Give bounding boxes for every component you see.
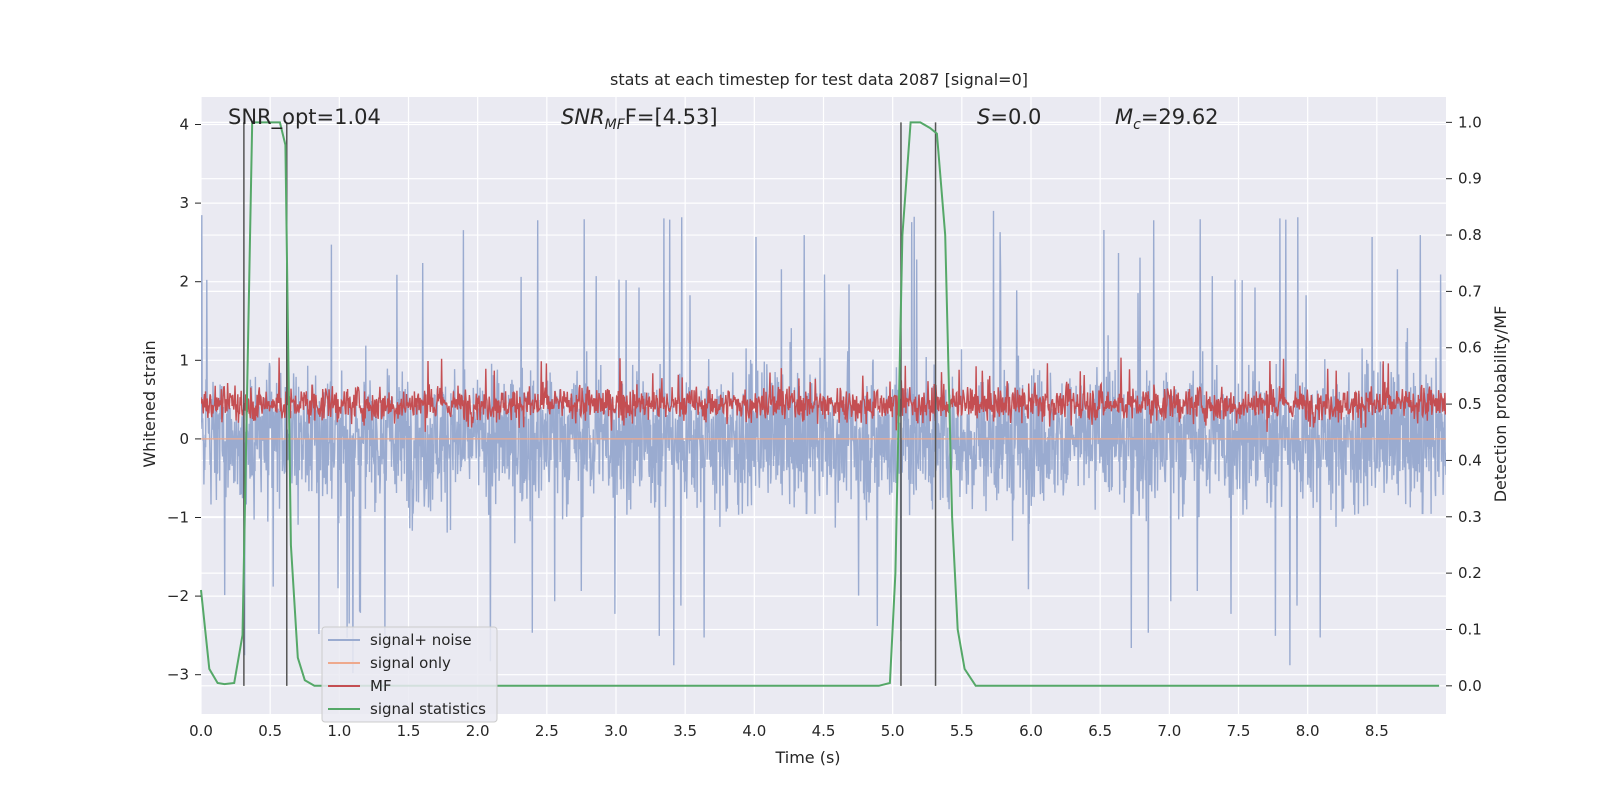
legend-label-mf: MF — [370, 677, 392, 695]
y-tick-label-right: 0.8 — [1458, 226, 1482, 244]
x-tick-label: 5.5 — [950, 722, 974, 740]
y-tick-label-right: 0.2 — [1458, 564, 1482, 582]
chart-title: stats at each timestep for test data 208… — [610, 70, 1028, 89]
x-tick-label: 0.0 — [189, 722, 213, 740]
y-tick-label-right: 0.0 — [1458, 677, 1482, 695]
x-tick-label: 1.5 — [397, 722, 421, 740]
x-tick-label: 4.0 — [742, 722, 766, 740]
y-tick-label-right: 0.6 — [1458, 339, 1482, 357]
legend-label-stats: signal statistics — [370, 700, 486, 718]
y-tick-label-right: 0.3 — [1458, 508, 1482, 526]
stats-line — [200, 121, 1440, 687]
x-tick-label: 7.0 — [1157, 722, 1181, 740]
y-tick-label-left: 0 — [179, 430, 189, 448]
snr-mf-sub: MF — [605, 117, 626, 133]
legend-box — [321, 626, 498, 723]
s-annotation: S=0.0 — [977, 105, 1041, 129]
x-axis-label: Time (s) — [774, 748, 840, 767]
snr-mf-annotation: SNRMFF=[4.53] — [561, 105, 718, 133]
mc-sub: c — [1133, 117, 1141, 133]
snr-mf-value: F=[4.53] — [625, 105, 718, 129]
marker-lines — [243, 122, 937, 686]
y-tick-label-left: −2 — [167, 587, 189, 605]
mc-base: M — [1115, 105, 1133, 129]
x-tick-label: 2.5 — [535, 722, 559, 740]
legend-label-noise: signal+ noise — [370, 631, 472, 649]
snr-mf-base: SNR — [561, 105, 605, 129]
y-tick-label-left: −1 — [167, 509, 189, 527]
x-tick-label: 4.5 — [812, 722, 836, 740]
axis-ticks: 0.0 0.5 1.0 1.5 2.0 2.5 3.0 3.5 4.0 4.5 5.0 5.5 6.0 6… — [167, 113, 1482, 740]
y-tick-label-right: 0.5 — [1458, 395, 1482, 413]
x-tick-label: 0.5 — [258, 722, 282, 740]
s-value: =0.0 — [990, 105, 1041, 129]
snr-opt-annotation: SNR_opt=1.04 — [228, 105, 381, 130]
x-tick-label: 6.5 — [1088, 722, 1112, 740]
x-tick-label: 8.5 — [1365, 722, 1389, 740]
y-tick-label-left: −3 — [167, 666, 189, 684]
x-tick-label: 3.5 — [673, 722, 697, 740]
noise-line — [201, 210, 1446, 674]
x-tick-label: 6.0 — [1019, 722, 1043, 740]
y-tick-label-left: 1 — [179, 351, 189, 369]
y-tick-label-left: 2 — [179, 273, 189, 291]
mc-value: =29.62 — [1141, 105, 1219, 129]
x-tick-label: 5.0 — [881, 722, 905, 740]
y-tick-label-right: 1.0 — [1458, 113, 1482, 131]
y-tick-label-left: 3 — [179, 194, 189, 212]
legend-label-signal-only: signal only — [370, 654, 451, 672]
series-mf — [201, 357, 1446, 432]
mc-annotation: Mc=29.62 — [1115, 105, 1219, 133]
x-tick-label: 2.0 — [466, 722, 490, 740]
x-tick-label: 1.0 — [327, 722, 351, 740]
y-axis-label-right: Detection probability/MF — [1491, 306, 1510, 503]
x-tick-label: 3.0 — [604, 722, 628, 740]
y-tick-label-right: 0.4 — [1458, 451, 1482, 469]
x-tick-label: 7.5 — [1227, 722, 1251, 740]
series-signal-statistics — [200, 121, 1440, 687]
mf-line — [201, 357, 1446, 432]
y-tick-label-right: 0.1 — [1458, 620, 1482, 638]
y-tick-label-right: 0.9 — [1458, 170, 1482, 188]
y-tick-label-right: 0.7 — [1458, 282, 1482, 300]
series-signal-noise — [201, 210, 1446, 674]
legend: signal+ noise signal only MF signal stat… — [321, 626, 498, 723]
x-tick-label: 8.0 — [1296, 722, 1320, 740]
y-axis-label-left: Whitened strain — [140, 340, 159, 467]
y-tick-label-left: 4 — [179, 116, 189, 134]
s-label: S — [977, 105, 990, 129]
